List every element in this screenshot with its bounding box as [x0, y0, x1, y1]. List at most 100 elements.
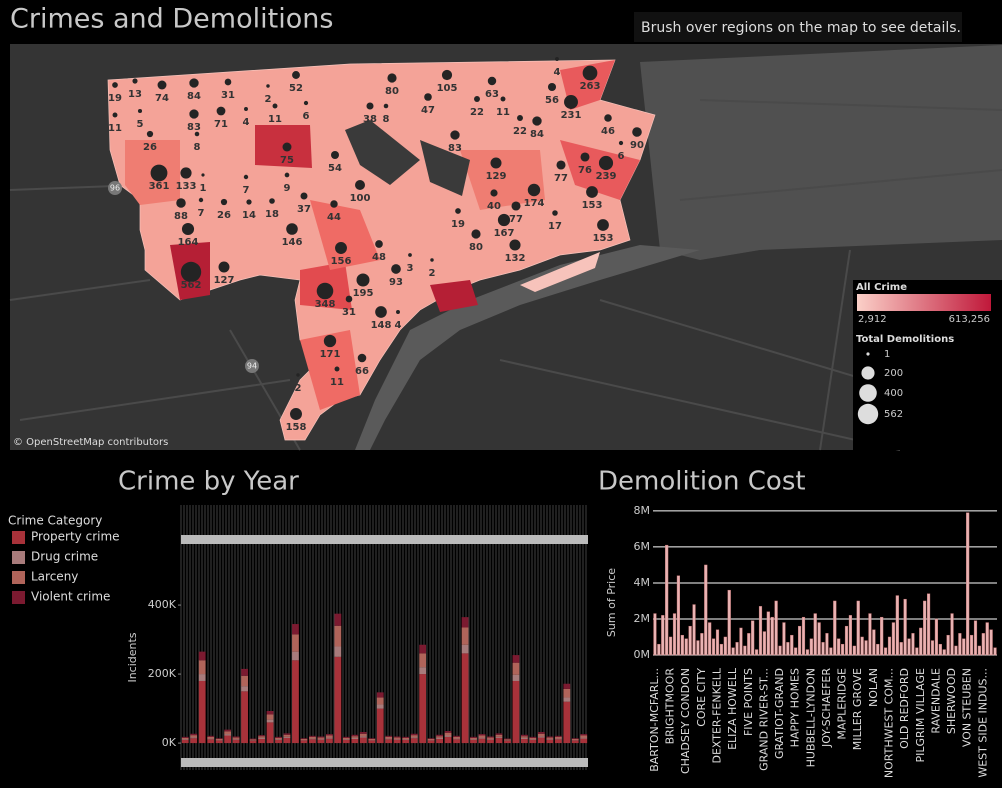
x-tick-label: HUBBELL-LYNDON	[804, 668, 817, 767]
bar-segment	[359, 732, 367, 734]
bar-segment	[521, 736, 528, 738]
y-tick-label: 8M	[634, 504, 651, 517]
demolition-dot	[500, 96, 506, 102]
size-swatch	[861, 366, 875, 380]
bar-segment	[410, 733, 418, 736]
bar-segment	[376, 697, 384, 705]
dashboard-title: Crimes and Demolitions	[10, 4, 333, 35]
region[interactable]	[300, 330, 360, 410]
region[interactable]	[310, 200, 380, 270]
enclave	[345, 120, 420, 185]
demolition-dot	[471, 229, 481, 239]
demolition-label: 63	[485, 89, 499, 100]
bar-segment	[215, 738, 223, 739]
size-label: 200	[884, 368, 903, 379]
bar-segment	[258, 738, 265, 744]
demolition-dot	[112, 112, 118, 118]
bar-segment	[521, 738, 528, 744]
legend-swatch	[12, 551, 25, 564]
island[interactable]	[520, 252, 600, 292]
bar-segment	[258, 737, 265, 739]
demolition-dot	[146, 130, 154, 138]
region[interactable]	[430, 280, 478, 312]
demolition-dot	[286, 223, 298, 235]
legend-min: 2,912	[858, 314, 887, 325]
bar	[848, 615, 852, 656]
band	[181, 758, 588, 767]
bar	[891, 622, 895, 656]
legend-label: Violent crime	[31, 590, 110, 604]
demolition-dot	[272, 103, 278, 109]
bar-segment	[444, 732, 452, 736]
bar-segment	[436, 738, 444, 744]
bar	[766, 611, 770, 656]
bar	[958, 633, 962, 656]
bar-segment	[198, 651, 206, 661]
bar	[837, 638, 841, 656]
bar-segment	[232, 737, 240, 739]
bar-segment	[554, 735, 562, 737]
bar-segment	[393, 736, 401, 738]
bar	[727, 589, 731, 656]
bar-segment	[359, 733, 367, 737]
demolition-dot	[296, 373, 300, 377]
bar-segment	[495, 733, 503, 735]
bar	[852, 645, 856, 656]
legend-label: Drug crime	[31, 550, 98, 564]
demolition-label: 11	[108, 123, 122, 134]
demolition-dot	[375, 240, 383, 248]
bar-segment	[232, 736, 240, 738]
demolition-dot	[194, 131, 200, 137]
legend-title: All Crime	[856, 282, 907, 293]
demolition-label: 361	[149, 181, 170, 192]
bar-segment	[241, 691, 248, 744]
bar	[704, 564, 708, 656]
bar	[966, 512, 970, 656]
bar	[809, 638, 813, 656]
bar	[712, 638, 716, 656]
bar-segment	[334, 646, 342, 657]
bar-segment	[529, 739, 537, 744]
bar-segment	[402, 739, 410, 740]
demolition-label: 8	[383, 114, 390, 125]
demolition-dot	[490, 157, 502, 169]
bar	[864, 640, 868, 656]
demolition-label: 5	[137, 119, 144, 130]
region[interactable]	[460, 150, 545, 210]
demolition-label: 19	[108, 93, 122, 104]
bar-segment	[334, 613, 342, 626]
bar-segment	[207, 738, 215, 740]
bar-segment	[241, 668, 248, 676]
demolition-dot	[487, 76, 497, 86]
bar	[782, 622, 786, 656]
bar-segment	[470, 739, 477, 744]
bar-segment	[376, 692, 384, 698]
bar-segment	[444, 731, 452, 733]
bar	[758, 606, 763, 656]
bar-segment	[249, 739, 257, 741]
bar	[665, 544, 669, 656]
y-tick-label: 4M	[634, 576, 651, 589]
bar-segment	[190, 738, 198, 744]
demolition-dot	[292, 71, 300, 79]
demolition-dot	[430, 258, 434, 262]
x-tick-label: FIVE POINTS	[742, 668, 755, 736]
region[interactable]	[560, 140, 640, 200]
demolition-dot	[303, 100, 309, 106]
y-axis-label: Sum of Price	[605, 568, 618, 637]
demolition-dot	[220, 198, 228, 206]
demolition-label: 2	[265, 94, 272, 105]
demolition-label: 4	[554, 67, 561, 78]
demolition-dot	[455, 208, 461, 214]
demolition-dot	[383, 103, 389, 109]
bar	[805, 649, 809, 656]
demolition-dot	[345, 295, 353, 303]
demolition-label: 239	[596, 171, 617, 182]
bar-segment	[554, 739, 562, 744]
demolition-dot	[474, 96, 480, 102]
demolition-label: 132	[505, 253, 526, 264]
highway-shield	[245, 359, 259, 373]
bar-segment	[419, 644, 427, 654]
